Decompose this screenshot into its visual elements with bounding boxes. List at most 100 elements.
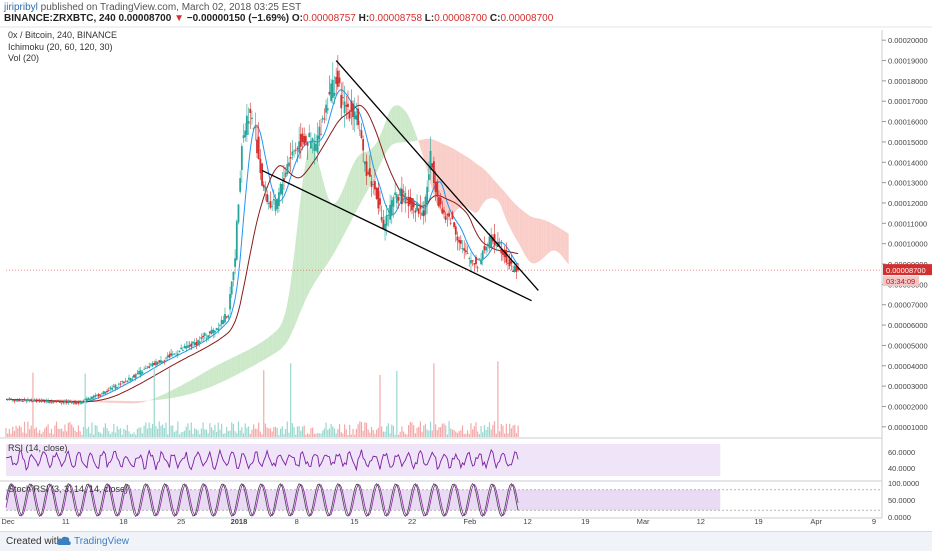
volume-bar	[323, 428, 325, 437]
candle-body	[82, 401, 85, 403]
candle-body	[163, 360, 166, 362]
ichimoku-cloud-segment	[233, 356, 236, 377]
volume-bar	[178, 434, 181, 437]
stoch-tick-label: 50.0000	[888, 496, 915, 505]
volume-bar	[135, 434, 137, 437]
price-chart[interactable]: 0.00020000 0.00019000 0.00018000 0.00017000…	[0, 0, 932, 530]
candle-body	[40, 400, 43, 403]
candle-body	[488, 236, 491, 249]
volume-bar	[210, 427, 213, 437]
ichimoku-cloud-segment	[395, 105, 397, 144]
candle-body	[155, 361, 157, 366]
candle-body	[281, 183, 284, 195]
ichimoku-cloud-segment	[322, 179, 325, 271]
volume-bar	[458, 431, 460, 437]
ichimoku-cloud-segment	[545, 220, 547, 257]
x-tick-label: Dec	[1, 517, 15, 526]
volume-bar	[39, 430, 41, 437]
volume-bar	[261, 434, 263, 437]
ichimoku-cloud-segment	[120, 400, 123, 404]
candle-body	[131, 378, 134, 380]
volume-bar	[278, 434, 280, 437]
volume-bar	[325, 422, 327, 437]
ichimoku-cloud-segment	[240, 353, 242, 373]
ichimoku-cloud-segment	[312, 146, 315, 287]
volume-bar	[222, 433, 224, 437]
ichimoku-cloud-segment	[396, 105, 399, 143]
volume-bar	[344, 424, 346, 437]
ichimoku-cloud-segment	[270, 334, 273, 356]
candle-body	[254, 126, 257, 128]
volume-bar	[354, 434, 356, 437]
tradingview-brand[interactable]: TradingView	[74, 536, 130, 547]
candle-body	[148, 366, 151, 368]
candle-body	[485, 246, 488, 251]
candle-body	[6, 399, 9, 401]
ichimoku-cloud-segment	[177, 386, 180, 397]
candle-body	[417, 208, 420, 214]
volume-bar	[177, 421, 179, 437]
candle-body	[357, 108, 359, 126]
volume-bar	[396, 370, 398, 437]
volume-bar	[418, 426, 420, 437]
legend-ichimoku[interactable]: Ichimoku (20, 60, 120, 30)	[8, 42, 113, 52]
candle-body	[197, 340, 199, 346]
ichimoku-cloud-segment	[108, 400, 111, 403]
close-value: 0.00008700	[500, 13, 554, 24]
candle-body	[20, 399, 23, 401]
candle-body	[21, 401, 24, 402]
candle-body	[38, 400, 41, 402]
candle-body	[171, 354, 174, 355]
volume-bar	[145, 422, 147, 437]
ichimoku-cloud-segment	[81, 399, 84, 402]
ichimoku-cloud-segment	[479, 165, 482, 210]
candle-body	[397, 197, 400, 201]
ichimoku-cloud-segment	[504, 191, 507, 220]
ichimoku-cloud-segment	[150, 399, 153, 401]
candle-body	[15, 400, 18, 401]
ichimoku-cloud-segment	[315, 154, 318, 281]
candle-body	[306, 143, 309, 146]
ichimoku-cloud-segment	[523, 210, 525, 255]
volume-bar	[397, 434, 400, 437]
volume-bar	[103, 427, 105, 437]
candle-body	[352, 103, 354, 117]
candle-body	[97, 394, 100, 397]
symbol[interactable]: BINANCE:ZRXBTC, 240	[4, 13, 116, 24]
ichimoku-cloud-segment	[358, 154, 360, 208]
author-link[interactable]: jiripribyl	[4, 2, 38, 13]
volume-bar	[279, 428, 282, 437]
candle-body	[170, 353, 172, 356]
ichimoku-cloud-segment	[160, 394, 163, 400]
ichimoku-cloud-segment	[115, 400, 118, 404]
ichimoku-cloud-segment	[506, 193, 509, 224]
volume-bar	[288, 432, 290, 437]
ichimoku-cloud-segment	[354, 158, 357, 215]
ichimoku-cloud-segment	[206, 370, 209, 389]
legend-volume[interactable]: Vol (20)	[8, 53, 40, 63]
volume-bar	[27, 421, 29, 437]
volume-bar	[332, 426, 334, 437]
legend-title[interactable]: 0x / Bitcoin, 240, BINANCE	[8, 30, 118, 40]
ichimoku-cloud-segment	[221, 362, 224, 383]
volume-bar	[507, 433, 509, 437]
stoch-label[interactable]: Stoch RSI (3, 3, 14, 14, close)	[8, 484, 129, 494]
candle-body	[276, 199, 279, 210]
volume-bar	[445, 425, 447, 437]
candle-body	[368, 168, 371, 177]
volume-bar	[308, 434, 310, 437]
candle-body	[318, 126, 321, 140]
candle-body	[143, 368, 146, 370]
rsi-label[interactable]: RSI (14, close)	[8, 443, 68, 453]
candle-body	[362, 139, 365, 151]
volume-bar	[416, 427, 418, 437]
candle-body	[10, 398, 12, 401]
volume-bar	[330, 424, 332, 437]
candle-body	[151, 363, 154, 367]
volume-bar	[441, 423, 443, 437]
candle-body	[149, 364, 152, 366]
volume-bar	[253, 424, 255, 437]
volume-bar	[475, 422, 477, 437]
ichimoku-cloud-segment	[533, 217, 535, 264]
candle-body	[438, 197, 440, 207]
